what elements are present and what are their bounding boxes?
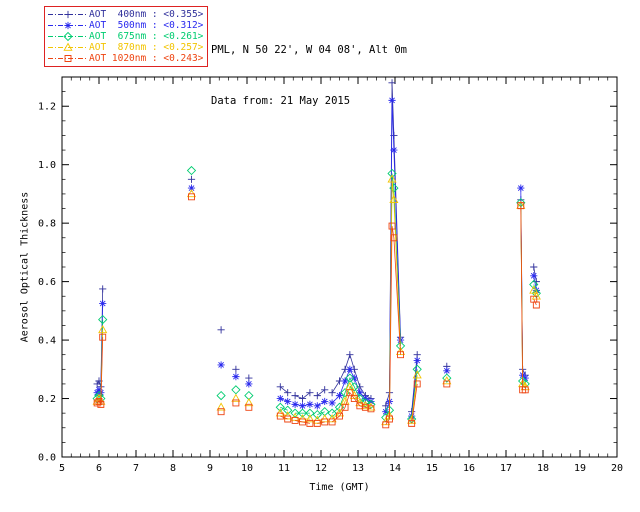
svg-text:13: 13 <box>352 463 364 474</box>
legend-label-675nm: AOT 675nm : <0.261> <box>89 31 204 42</box>
x-axis-label: Time (GMT) <box>309 482 370 493</box>
svg-text:14: 14 <box>389 463 401 474</box>
legend-line-sample-1020nm <box>48 55 88 62</box>
y-axis-label: Aerosol Optical Thickness <box>19 191 31 343</box>
legend-entry-500nm: AOT 500nm : <0.312> <box>47 20 203 31</box>
legend-label-500nm: AOT 500nm : <0.312> <box>89 20 204 31</box>
svg-text:0.2: 0.2 <box>38 394 56 405</box>
header-block: PML, N 50 22', W 04 08', Alt 0m Data fro… <box>211 8 407 144</box>
svg-text:19: 19 <box>574 463 586 474</box>
legend-label-870nm: AOT 870nm : <0.257> <box>89 42 204 53</box>
legend-box: AOT 400nm : <0.355> AOT 500nm : <0.312> AO… <box>44 6 209 67</box>
station-info: PML, N 50 22', W 04 08', Alt 0m <box>211 44 407 56</box>
svg-text:6: 6 <box>96 463 102 474</box>
svg-text:0.6: 0.6 <box>38 277 56 288</box>
svg-text:0.0: 0.0 <box>38 453 56 464</box>
svg-text:9: 9 <box>207 463 213 474</box>
svg-text:15: 15 <box>426 463 438 474</box>
svg-text:17: 17 <box>500 463 512 474</box>
legend-entry-675nm: AOT 675nm : <0.261> <box>47 31 203 42</box>
svg-text:10: 10 <box>241 463 253 474</box>
legend-line-sample-675nm <box>48 31 88 42</box>
svg-text:1.2: 1.2 <box>38 102 56 113</box>
svg-text:7: 7 <box>133 463 139 474</box>
legend-label-400nm: AOT 400nm : <0.355> <box>89 9 204 20</box>
svg-text:18: 18 <box>537 463 549 474</box>
svg-text:11: 11 <box>278 463 290 474</box>
svg-text:1.0: 1.0 <box>38 160 56 171</box>
legend-entry-870nm: AOT 870nm : <0.257> <box>47 42 203 53</box>
svg-text:0.4: 0.4 <box>38 336 56 347</box>
legend-line-sample-500nm <box>48 21 88 30</box>
legend-entry-1020nm: AOT 1020nm : <0.243> <box>47 53 203 64</box>
data-date: Data from: 21 May 2015 <box>211 95 351 107</box>
svg-text:16: 16 <box>463 463 475 474</box>
legend-entry-400nm: AOT 400nm : <0.355> <box>47 9 203 20</box>
legend-line-sample-400nm <box>48 10 88 19</box>
legend-line-sample-870nm <box>48 42 88 51</box>
svg-text:20: 20 <box>611 463 623 474</box>
svg-text:8: 8 <box>170 463 176 474</box>
svg-text:12: 12 <box>315 463 327 474</box>
legend-label-1020nm: AOT 1020nm : <0.243> <box>89 53 204 64</box>
svg-text:0.8: 0.8 <box>38 219 56 230</box>
svg-text:5: 5 <box>59 463 65 474</box>
